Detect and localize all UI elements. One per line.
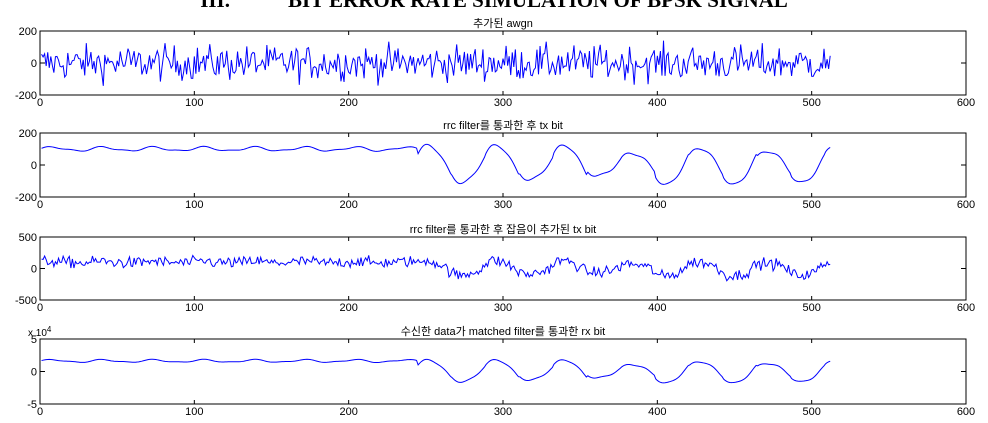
x-tick-label: 600 (957, 406, 975, 418)
y-tick-label: 200 (19, 128, 37, 140)
series-line (41, 254, 831, 282)
y-tick-label: 5 (31, 334, 37, 346)
subplot-title: 추가된 awgn (473, 17, 533, 30)
x-tick-label: 400 (648, 406, 666, 418)
x-tick-label: 600 (957, 302, 975, 314)
x-tick-label: 400 (648, 97, 666, 109)
axes-box (39, 236, 967, 301)
y-tick-label: 200 (19, 26, 37, 38)
x-tick-label: 100 (185, 302, 203, 314)
section-heading: III. BIT ERROR RATE SIMULATION OF BPSK SI… (0, 0, 988, 12)
x-tick-label: 100 (185, 406, 203, 418)
y-tick-label: 0 (31, 58, 37, 70)
subplot-rrc-tx-noisy: rrc filter를 통과한 후 잡음이 추가된 tx bit 0 100 200 3… (15, 223, 975, 314)
x-tick-label: 400 (648, 199, 666, 211)
x-tick-label: 0 (37, 199, 43, 211)
y-tick-label: 0 (31, 264, 37, 276)
x-tick-label: 300 (494, 406, 512, 418)
section-title: BIT ERROR RATE SIMULATION OF BPSK SIGNAL (287, 0, 788, 12)
subplot-rrc-tx: rrc filter를 통과한 후 tx bit 0 100 200 300 400 500… (15, 119, 975, 211)
x-tick-label: 300 (494, 199, 512, 211)
x-tick-label: 0 (37, 406, 43, 418)
x-tick-label: 500 (802, 97, 820, 109)
x-tick-label: 100 (185, 199, 203, 211)
series-line (41, 40, 831, 86)
x-tick-label: 300 (494, 97, 512, 109)
subplot-title: rrc filter를 통과한 후 tx bit (443, 119, 563, 132)
subplot-matched-rx: 수신한 data가 matched filter를 통과한 rx bit 0 100… (27, 325, 975, 418)
section-number: III. (200, 0, 230, 12)
series-line (41, 358, 831, 384)
axes-box (39, 132, 967, 198)
y-tick-label: -200 (15, 90, 37, 102)
x-tick-label: 300 (494, 302, 512, 314)
y-tick-label: 500 (19, 232, 37, 244)
subplot-title: rrc filter를 통과한 후 잡음이 추가된 tx bit (410, 223, 597, 236)
y-tick-label: -5 (27, 399, 37, 411)
y-tick-label: -200 (15, 192, 37, 204)
axes-box (39, 338, 967, 405)
x-tick-label: 500 (802, 406, 820, 418)
x-tick-label: 200 (339, 302, 357, 314)
y-exponent-label: x 104 (28, 325, 52, 339)
x-tick-label: 500 (802, 199, 820, 211)
y-tick-label: 0 (31, 160, 37, 172)
y-tick-label: 0 (31, 367, 37, 379)
y-exponent-power: 4 (47, 325, 52, 334)
x-tick-label: 0 (37, 302, 43, 314)
series-line (41, 143, 831, 185)
x-tick-label: 600 (957, 199, 975, 211)
x-tick-label: 600 (957, 97, 975, 109)
x-tick-label: 100 (185, 97, 203, 109)
x-tick-label: 200 (339, 97, 357, 109)
x-tick-label: 400 (648, 302, 666, 314)
subplot-title: 수신한 data가 matched filter를 통과한 rx bit (401, 325, 605, 338)
axes-box (39, 30, 967, 96)
x-tick-label: 500 (802, 302, 820, 314)
y-tick-label: -500 (15, 295, 37, 307)
x-tick-label: 200 (339, 199, 357, 211)
x-tick-label: 0 (37, 97, 43, 109)
x-tick-label: 200 (339, 406, 357, 418)
